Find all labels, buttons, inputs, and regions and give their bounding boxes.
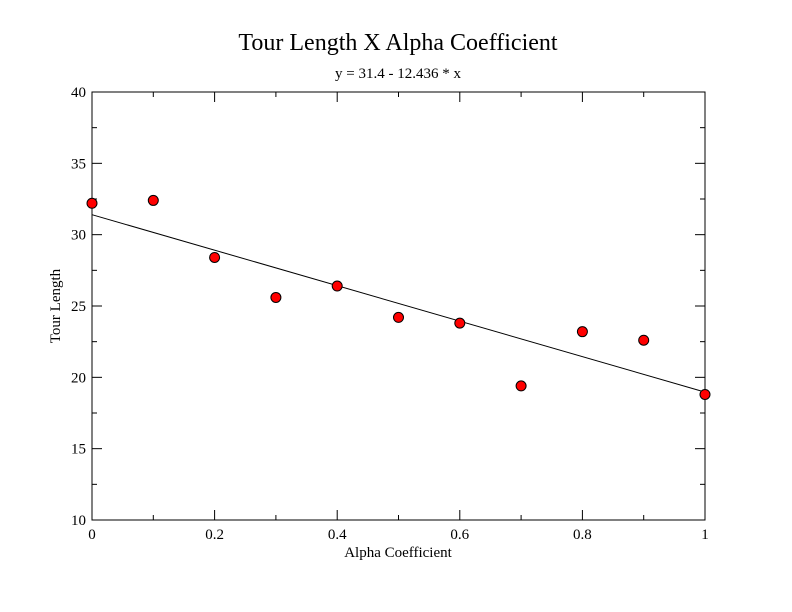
y-tick-label: 35 <box>71 156 86 172</box>
regression-line-group <box>91 214 706 393</box>
x-tick-label: 0.6 <box>450 527 469 543</box>
y-axis-ticks: 10 15 20 25 30 35 40 <box>71 85 705 529</box>
data-points <box>86 194 711 400</box>
y-tick-label: 10 <box>71 513 86 529</box>
x-axis-title: Alpha Coefficient <box>344 545 452 561</box>
regression-line <box>91 214 706 393</box>
y-tick-label: 25 <box>71 299 86 315</box>
chart-subtitle: y = 31.4 - 12.436 * x <box>335 66 461 82</box>
data-point <box>209 251 221 263</box>
data-point <box>86 197 98 209</box>
y-tick-label: 15 <box>71 442 86 458</box>
y-axis-title: Tour Length <box>48 268 64 343</box>
data-point <box>454 317 466 329</box>
data-point <box>515 380 527 392</box>
x-tick-label: 0.4 <box>328 527 347 543</box>
y-tick-label: 30 <box>71 228 86 244</box>
chart-title: Tour Length X Alpha Coefficient <box>238 30 557 56</box>
x-tick-label: 0.8 <box>573 527 592 543</box>
data-point <box>576 326 588 338</box>
y-tick-label: 40 <box>71 85 86 101</box>
data-point <box>270 291 282 303</box>
data-point <box>331 280 343 292</box>
data-point <box>699 388 711 400</box>
plot-frame <box>91 91 706 521</box>
x-tick-label: 0 <box>88 527 96 543</box>
data-point <box>638 334 650 346</box>
x-axis-ticks: 0 0.2 0.4 0.6 0.8 1 <box>88 92 709 543</box>
data-point <box>393 311 404 323</box>
x-tick-label: 0.2 <box>205 527 224 543</box>
x-tick-label: 1 <box>701 527 709 543</box>
y-tick-label: 20 <box>71 370 86 386</box>
data-point <box>147 194 159 206</box>
